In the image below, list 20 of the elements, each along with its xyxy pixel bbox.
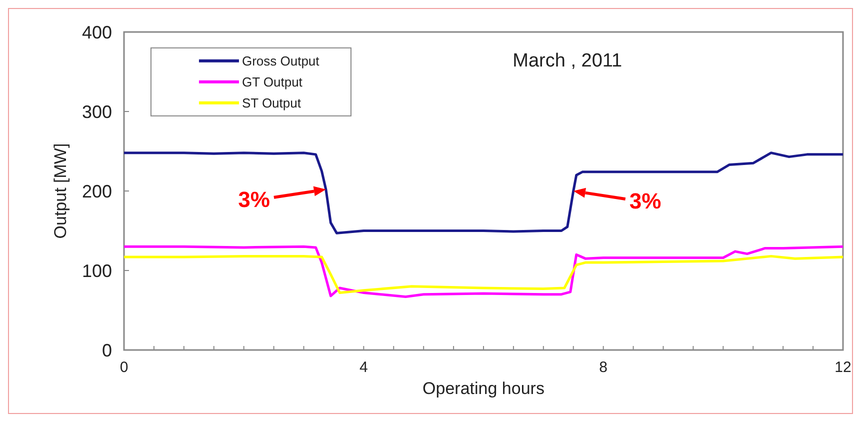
- y-tick-label: 200: [82, 181, 112, 202]
- x-tick-label: 12: [834, 359, 852, 376]
- annotation: 3%: [629, 188, 662, 214]
- x-axis-title: Operating hours: [422, 379, 544, 398]
- text: March , 2011: [512, 50, 622, 72]
- line-series: [122, 245, 844, 298]
- annotation: 3%: [238, 187, 270, 212]
- legend-label: Gross Output: [242, 53, 320, 68]
- y-tick-label: 100: [82, 260, 112, 281]
- legend-label: ST Output: [242, 95, 302, 110]
- line-series: [122, 152, 844, 234]
- line-series: [122, 254, 844, 294]
- x-tick-label: 0: [120, 359, 128, 376]
- x-tick-label: 8: [599, 359, 608, 376]
- x-tick-label: 4: [359, 359, 368, 376]
- legend-label: GT Output: [242, 74, 303, 90]
- y-tick-label: 0: [102, 340, 112, 360]
- y-tick-label: 300: [82, 102, 112, 122]
- y-tick-label: 400: [82, 22, 112, 42]
- y-axis-title: Output [MW]: [51, 143, 70, 239]
